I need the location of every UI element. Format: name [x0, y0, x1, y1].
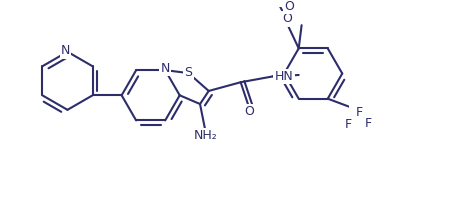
- Text: HN: HN: [274, 70, 293, 83]
- Text: N: N: [61, 44, 70, 57]
- Text: O: O: [284, 0, 294, 13]
- Text: N: N: [160, 62, 170, 75]
- Text: F: F: [356, 106, 363, 119]
- Text: NH₂: NH₂: [194, 129, 218, 142]
- Text: O: O: [244, 105, 254, 118]
- Text: F: F: [365, 117, 372, 130]
- Text: S: S: [184, 66, 192, 79]
- Text: O: O: [282, 12, 292, 25]
- Text: F: F: [345, 118, 352, 131]
